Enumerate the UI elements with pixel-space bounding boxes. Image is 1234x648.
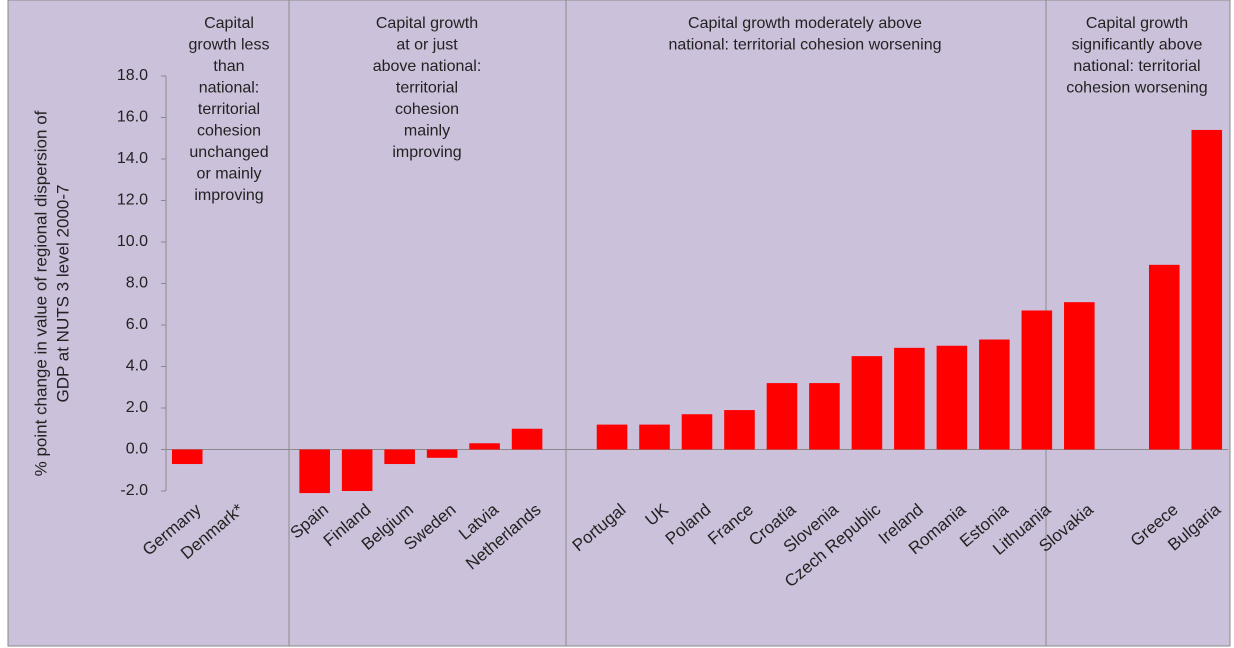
bar bbox=[851, 356, 883, 450]
group-label: improving bbox=[194, 187, 263, 204]
y-tick-label: 12.0 bbox=[117, 192, 148, 209]
y-tick-label: 4.0 bbox=[126, 358, 148, 375]
group-label: national: bbox=[199, 80, 260, 97]
y-tick-label: -2.0 bbox=[120, 482, 148, 499]
group-label: Capital growth bbox=[376, 15, 478, 32]
y-tick-label: 18.0 bbox=[117, 67, 148, 84]
group-label: than bbox=[213, 58, 244, 75]
group-label: Capital bbox=[204, 15, 254, 32]
bar bbox=[894, 347, 925, 450]
group-label: mainly bbox=[404, 123, 450, 140]
group-label: national: territorial bbox=[1073, 58, 1200, 75]
y-tick-label: 6.0 bbox=[126, 316, 148, 333]
bar bbox=[171, 449, 203, 465]
group-label: at or just bbox=[396, 37, 458, 54]
bar bbox=[1064, 302, 1095, 450]
group-label: growth less bbox=[189, 37, 270, 54]
y-tick-label: 10.0 bbox=[117, 233, 148, 250]
bar bbox=[341, 449, 373, 491]
group-label: unchanged bbox=[189, 144, 268, 161]
group-label: cohesion bbox=[395, 101, 459, 118]
y-axis-label: % point change in value of regional disp… bbox=[31, 110, 50, 476]
bar bbox=[1148, 264, 1180, 450]
bar bbox=[681, 414, 713, 450]
bar bbox=[1021, 310, 1053, 450]
bar bbox=[639, 424, 670, 450]
bar bbox=[596, 424, 628, 450]
y-tick-label: 2.0 bbox=[126, 399, 148, 416]
bar bbox=[384, 449, 415, 465]
group-label: territorial bbox=[198, 101, 260, 118]
y-tick-label: 16.0 bbox=[117, 109, 148, 126]
group-label: or mainly bbox=[197, 166, 262, 183]
group-label: cohesion bbox=[197, 123, 261, 140]
bar bbox=[1191, 129, 1223, 450]
group-label: national: territorial cohesion worsening bbox=[668, 37, 941, 54]
bar bbox=[724, 410, 755, 450]
group-label: Capital growth moderately above bbox=[688, 15, 922, 32]
group-label: improving bbox=[392, 144, 461, 161]
bar bbox=[469, 443, 500, 450]
bar bbox=[809, 383, 840, 450]
y-tick-label: 14.0 bbox=[117, 150, 148, 167]
bar bbox=[979, 339, 1010, 450]
bar bbox=[299, 449, 330, 494]
group-label: territorial bbox=[396, 80, 458, 97]
bar bbox=[766, 383, 798, 450]
group-label: Capital growth bbox=[1086, 15, 1188, 32]
bar bbox=[426, 449, 458, 458]
bar bbox=[511, 428, 543, 450]
y-tick-label: 8.0 bbox=[126, 275, 148, 292]
y-tick-label: 0.0 bbox=[126, 441, 148, 458]
group-label: above national: bbox=[373, 58, 482, 75]
group-label: cohesion worsening bbox=[1066, 80, 1207, 97]
group-label: significantly above bbox=[1072, 37, 1203, 54]
y-axis-label: GDP at NUTS 3 level 2000-7 bbox=[53, 185, 72, 403]
bar bbox=[936, 345, 968, 450]
